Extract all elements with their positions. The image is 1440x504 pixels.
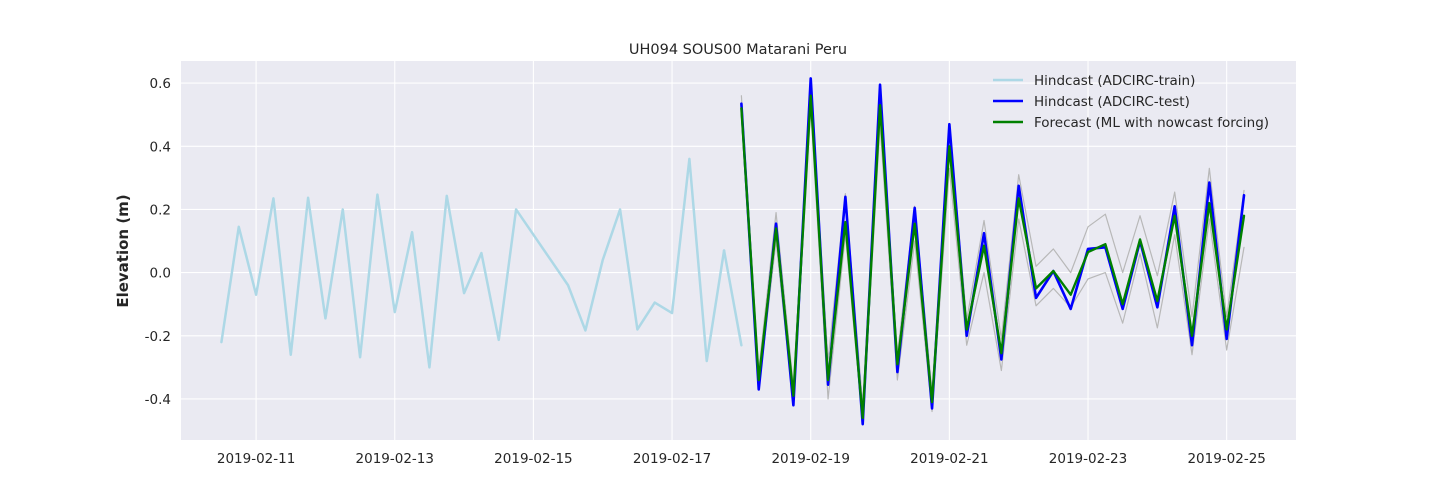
x-tick-label: 2019-02-17 [633, 451, 711, 467]
y-tick-label: -0.4 [145, 392, 171, 408]
x-tick-label: 2019-02-25 [1187, 451, 1265, 467]
legend: Hindcast (ADCIRC-train) Hindcast (ADCIRC-… [993, 73, 1269, 131]
plot-area [181, 61, 1296, 440]
y-tick-label: 0.6 [150, 76, 171, 92]
chart-title: UH094 SOUS00 Matarani Peru [629, 42, 847, 58]
x-axis-ticks: 2019-02-11 2019-02-13 2019-02-15 2019-02-17… [217, 451, 1266, 467]
y-tick-label: -0.2 [145, 329, 171, 345]
y-axis-label: Elevation (m) [114, 194, 132, 307]
x-tick-label: 2019-02-15 [494, 451, 572, 467]
y-axis-ticks: -0.4 -0.2 0.0 0.2 0.4 0.6 [145, 76, 171, 408]
x-tick-label: 2019-02-13 [356, 451, 434, 467]
y-tick-label: 0.2 [150, 202, 171, 218]
series-line-0 [220, 157, 726, 369]
y-tick-label: 0.4 [150, 139, 171, 155]
x-tick-label: 2019-02-11 [217, 451, 295, 467]
series-line-1 [722, 249, 743, 347]
legend-label: Hindcast (ADCIRC-train) [1034, 73, 1195, 89]
x-tick-label: 2019-02-23 [1049, 451, 1127, 467]
series-line-5 [740, 94, 1246, 420]
legend-label: Forecast (ML with nowcast forcing) [1034, 115, 1269, 131]
series-group [220, 77, 1246, 426]
x-tick-label: 2019-02-21 [910, 451, 988, 467]
y-tick-label: 0.0 [150, 266, 171, 282]
legend-label: Hindcast (ADCIRC-test) [1034, 94, 1190, 110]
x-tick-label: 2019-02-19 [771, 451, 849, 467]
